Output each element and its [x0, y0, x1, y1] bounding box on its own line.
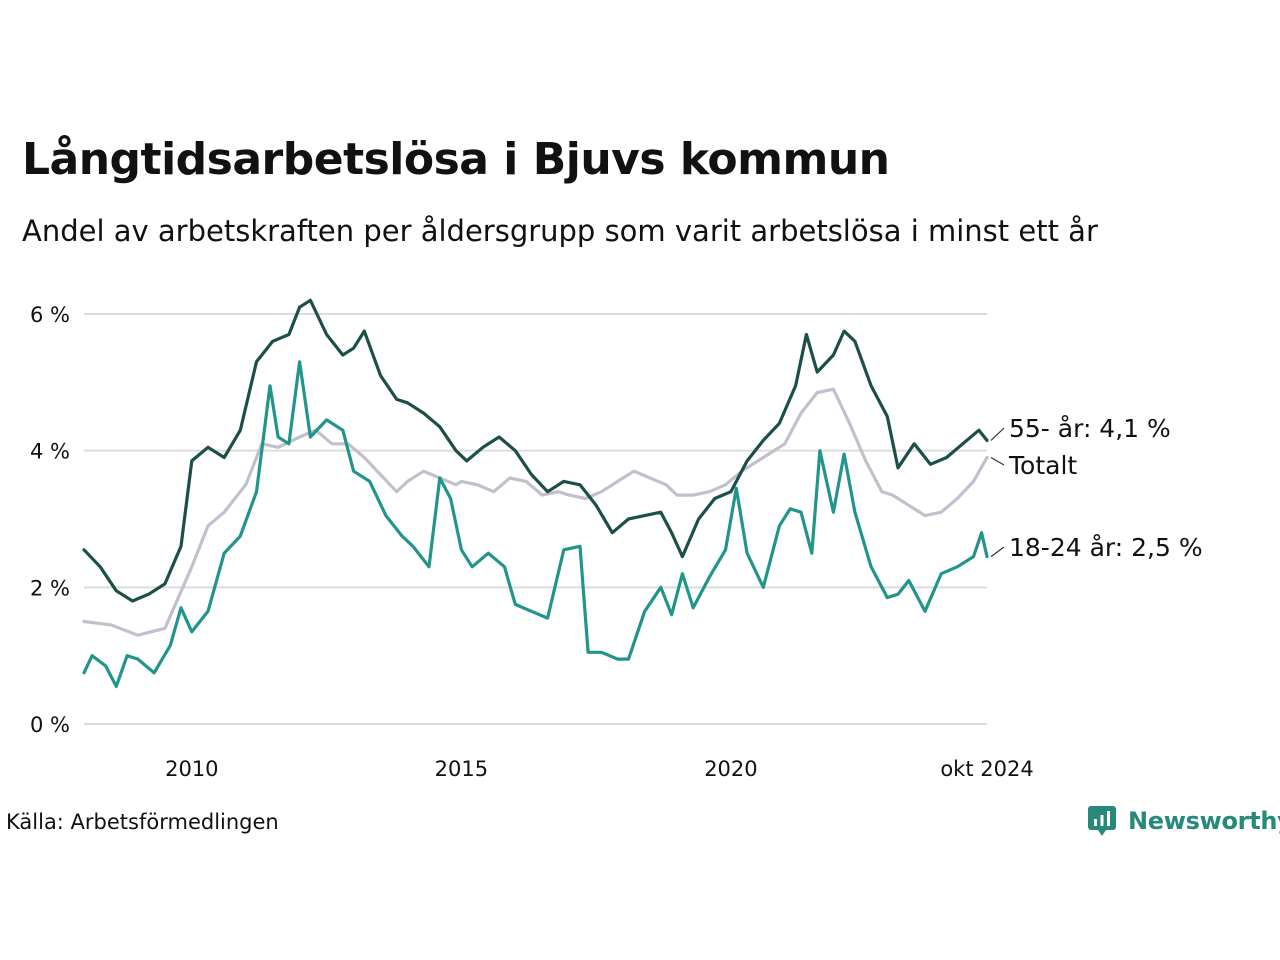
- label-connector: [990, 456, 1005, 466]
- series-line: [82, 387, 989, 637]
- y-tick-label: 2 %: [30, 576, 70, 600]
- x-tick-label: okt 2024: [940, 757, 1033, 781]
- x-tick-label: 2010: [165, 757, 218, 781]
- brand-name: Newsworthy: [1128, 807, 1280, 835]
- y-tick-label: 0 %: [30, 713, 70, 737]
- y-tick-label: 4 %: [30, 440, 70, 464]
- y-axis-tick-labels: 0 % 2 % 4 % 6 %: [30, 303, 70, 737]
- series-lines: [82, 298, 989, 689]
- x-tick-label: 2020: [704, 757, 757, 781]
- label-connector: [990, 546, 1005, 558]
- gridlines: [84, 313, 987, 725]
- series-labels: Totalt 55- år: 4,1 % 18-24 år: 2,5 %: [990, 414, 1203, 562]
- series-label: Totalt: [1008, 451, 1077, 480]
- series-line: [82, 360, 989, 689]
- label-connector: [990, 427, 1005, 441]
- series-label: 18-24 år: 2,5 %: [1009, 533, 1203, 562]
- source-note: Källa: Arbetsförmedlingen: [6, 810, 279, 834]
- brand-logo[interactable]: Newsworthy: [1088, 803, 1280, 839]
- series-label: 55- år: 4,1 %: [1009, 414, 1171, 443]
- chart-title: Långtidsarbetslösa i Bjuvs kommun: [22, 134, 890, 185]
- chart-subtitle: Andel av arbetskraften per åldersgrupp s…: [22, 214, 1098, 248]
- x-axis-tick-labels: 2010 2015 2020 okt 2024: [165, 757, 1034, 781]
- series-line: [82, 298, 989, 603]
- bar-chart-speech-bubble-icon: [1088, 806, 1116, 836]
- line-chart: 0 % 2 % 4 % 6 % 2010 2015 2020 okt 2024 Totalt…: [30, 298, 1203, 781]
- x-tick-label: 2015: [435, 757, 488, 781]
- y-tick-label: 6 %: [30, 303, 70, 327]
